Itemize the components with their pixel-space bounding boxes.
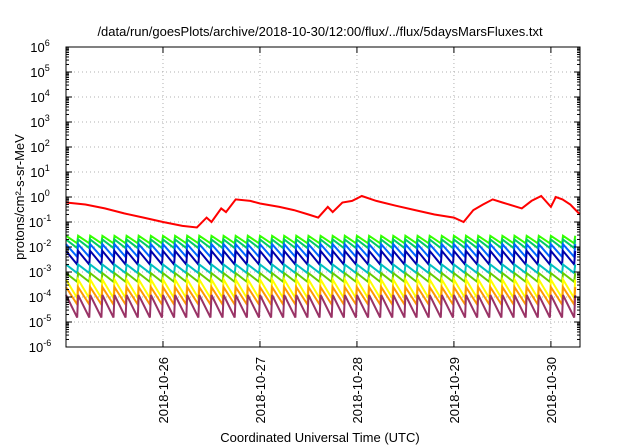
series-line-4 <box>65 241 577 260</box>
y-tick-label: 100 <box>30 188 49 205</box>
y-axis-label-group: protons/cm²-s-sr-MeV <box>12 134 27 260</box>
series-line-5 <box>65 248 577 268</box>
series-line-8 <box>65 276 577 302</box>
y-tick-label: 10-4 <box>29 288 51 305</box>
chart-title: /data/run/goesPlots/archive/2018-10-30/1… <box>97 24 543 39</box>
x-axis-label: Coordinated Universal Time (UTC) <box>220 430 420 445</box>
series-line-7 <box>65 271 577 284</box>
y-tick-label: 10-1 <box>29 213 51 230</box>
tick-layer: 10-6 10-5 10-4 10-3 10-2 10-1 100 101 102 103 104 1… <box>29 38 580 424</box>
grid-layer <box>66 47 580 347</box>
y-tick-label: 10-6 <box>29 338 51 355</box>
series-line-2 <box>65 234 577 246</box>
y-tick-label: 10-2 <box>29 238 51 255</box>
series-line-6 <box>65 262 577 275</box>
y-axis-label: protons/cm²-s-sr-MeV <box>12 134 27 260</box>
y-tick-label: 106 <box>30 38 49 55</box>
x-tick-label: 2018-10-26 <box>156 357 171 424</box>
y-tick-label: 102 <box>30 138 49 155</box>
x-tick-label: 2018-10-27 <box>253 357 268 424</box>
x-tick-label: 2018-10-29 <box>447 357 462 424</box>
y-tick-label: 10-3 <box>29 263 51 280</box>
series-line-3 <box>65 237 577 250</box>
y-tick-label: 105 <box>30 63 49 80</box>
series-layer <box>65 194 581 319</box>
series-line-10 <box>65 294 577 319</box>
y-tick-label: 10-5 <box>29 313 51 330</box>
y-tick-label: 103 <box>30 113 49 130</box>
series-line-9 <box>65 283 577 308</box>
x-tick-label: 2018-10-28 <box>350 357 365 424</box>
y-tick-label: 104 <box>30 88 49 105</box>
x-tick-label: 2018-10-30 <box>544 357 559 424</box>
y-tick-label: 101 <box>30 163 49 180</box>
series-line-1 <box>65 194 581 229</box>
